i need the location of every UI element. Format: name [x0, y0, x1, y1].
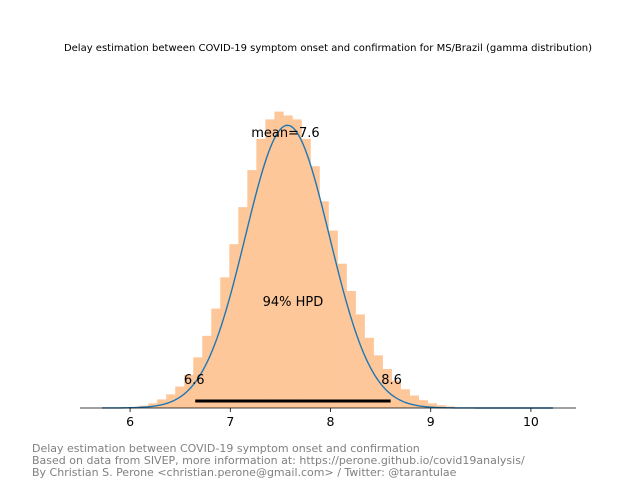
x-tick-label-3: 9	[427, 414, 435, 429]
histogram-bar-13	[247, 170, 257, 408]
histogram-bar-30	[400, 389, 410, 408]
x-tick-label-0: 6	[126, 414, 134, 429]
histogram-bar-3	[157, 399, 167, 408]
footer-line-1: Delay estimation between COVID-19 sympto…	[32, 442, 420, 455]
histogram-bar-23	[337, 263, 347, 408]
footer-line-3: By Christian S. Perone <christian.perone…	[32, 466, 457, 479]
histogram-bar-24	[346, 291, 356, 408]
histogram-bar-9	[211, 308, 221, 408]
x-tick-label-4: 10	[523, 414, 539, 429]
histogram-bar-22	[328, 230, 338, 408]
histogram-bar-28	[382, 369, 392, 408]
histogram-bar-34	[436, 405, 447, 408]
histogram-bar-33	[427, 403, 438, 408]
histogram-bar-27	[373, 355, 383, 408]
hpd-label: 94% HPD	[263, 295, 324, 310]
histogram-bar-26	[364, 337, 374, 408]
x-axis-ticks: 6 7 8 9 10	[126, 408, 539, 429]
histogram-bar-32	[418, 400, 428, 408]
histogram-bar-17	[283, 115, 293, 408]
histogram-bar-10	[220, 277, 230, 408]
histogram-bar-11	[229, 244, 239, 408]
chart-title: Delay estimation between COVID-19 sympto…	[64, 43, 592, 54]
histogram-bar-7	[193, 357, 203, 408]
histogram-bar-25	[355, 314, 365, 408]
histogram-bar-31	[409, 395, 419, 408]
footer-line-2: Based on data from SIVEP, more informati…	[32, 454, 525, 467]
histogram-bar-21	[319, 201, 329, 408]
histogram-bar-20	[310, 166, 320, 408]
histogram-bar-8	[202, 335, 212, 408]
x-tick-label-1: 7	[226, 414, 234, 429]
histogram-bar-6	[184, 374, 194, 408]
x-tick-label-2: 8	[327, 414, 335, 429]
histogram-bar-16	[274, 111, 284, 408]
mean-label: mean=7.6	[251, 126, 319, 141]
histogram-bar-15	[265, 119, 275, 409]
histogram-bar-19	[301, 138, 311, 408]
histogram-bar-29	[391, 380, 401, 408]
hpd-high-label: 8.6	[381, 373, 402, 388]
hpd-low-label: 6.6	[184, 373, 205, 388]
histogram-bar-18	[292, 119, 302, 409]
histogram-bars	[130, 111, 456, 409]
histogram-bar-14	[256, 138, 266, 408]
histogram-bar-12	[238, 207, 248, 408]
